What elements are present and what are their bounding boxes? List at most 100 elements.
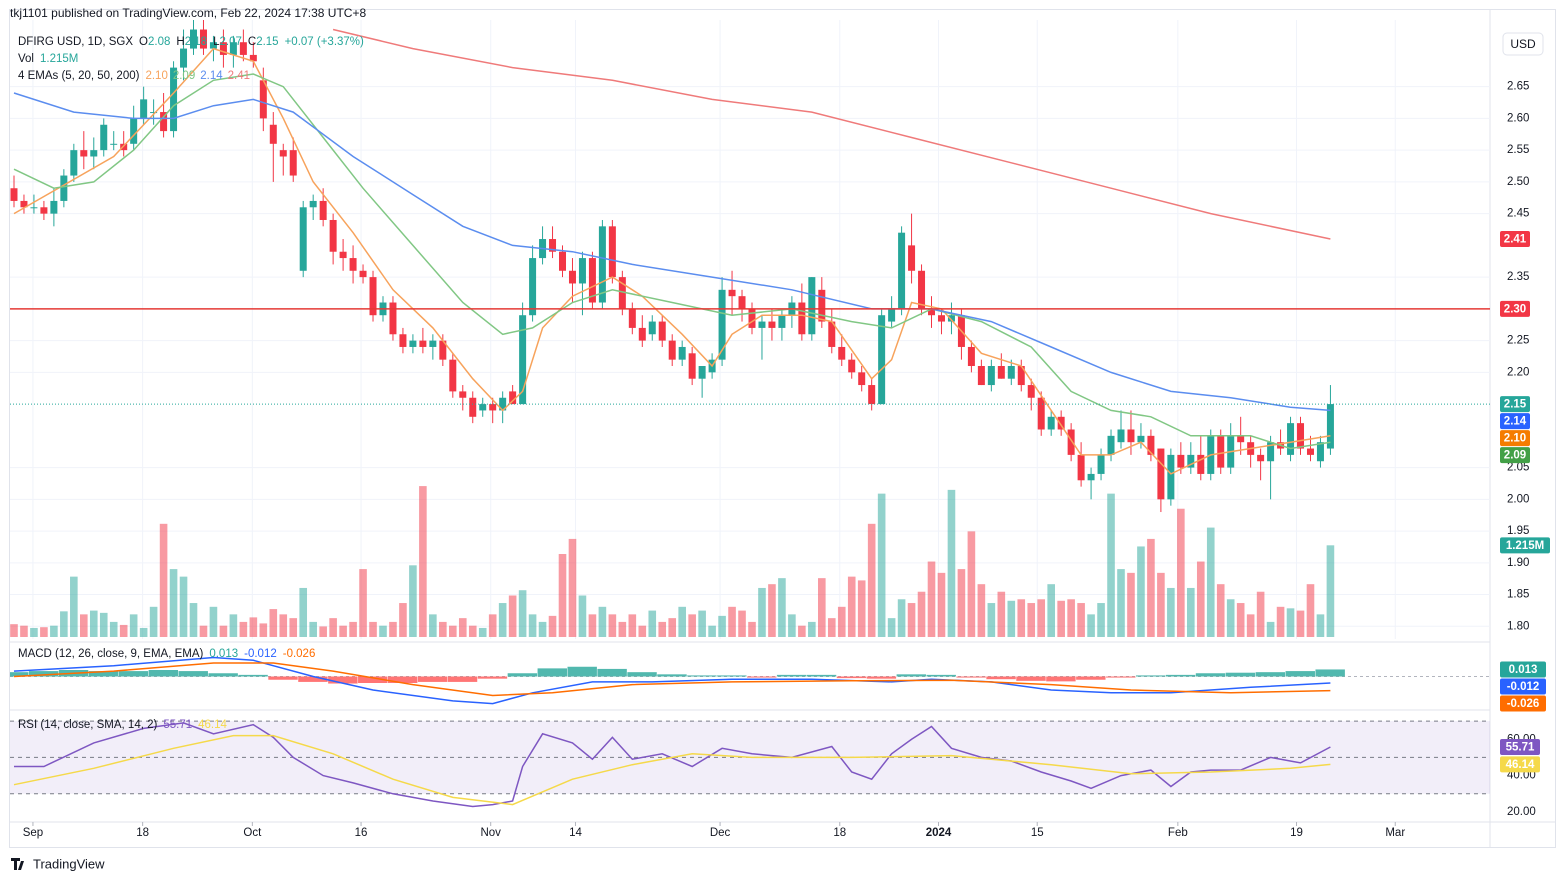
candle-body — [977, 366, 985, 386]
volume-bar — [698, 610, 706, 637]
candle-body — [459, 391, 467, 398]
candle-body — [399, 334, 407, 347]
frame — [9, 9, 1556, 848]
axis-badge-label: 2.41 — [1504, 234, 1527, 246]
currency-button[interactable] — [1502, 32, 1544, 56]
volume-bar — [867, 523, 876, 637]
candle-body — [578, 258, 586, 284]
macd-histogram-bar — [1315, 669, 1345, 677]
ema-legend-value: 2.09 — [173, 70, 195, 82]
volume-bar — [907, 603, 916, 637]
candle-body — [1187, 454, 1195, 468]
candle-body — [1057, 416, 1065, 430]
volume-bar — [1226, 599, 1235, 637]
candle-body — [638, 327, 646, 341]
macd-histogram-bar — [178, 671, 208, 677]
ohlc-value: 2.15 — [256, 36, 278, 48]
candle-body — [60, 175, 68, 201]
volume-bar — [1216, 584, 1225, 637]
volume-bar — [778, 578, 786, 637]
candle-body — [1017, 366, 1025, 386]
ohlc-key: O — [139, 36, 148, 48]
axis-badge-label: 1.215M — [1506, 540, 1544, 552]
candle-body — [568, 270, 576, 284]
volume-bar — [1097, 603, 1105, 637]
y-tick-label: 2.65 — [1507, 81, 1529, 93]
candle-body — [1157, 448, 1165, 500]
volume-bar — [129, 614, 138, 637]
candle-body — [1287, 423, 1295, 455]
y-tick-label: 2.25 — [1507, 335, 1529, 347]
candle-body — [429, 340, 437, 347]
candle-body — [259, 80, 267, 119]
candle-body — [449, 359, 457, 392]
axis-badge-label: 2.30 — [1504, 303, 1526, 315]
volume-bar — [1256, 591, 1265, 637]
candle-body — [908, 245, 916, 271]
volume-bar — [1177, 508, 1185, 637]
footer-brand: TradingView — [33, 856, 105, 871]
volume-bar — [349, 621, 357, 637]
volume-bar — [89, 610, 98, 637]
volume-bar — [329, 618, 337, 637]
macd-histogram-bar — [717, 675, 747, 677]
y-tick-label: 1.95 — [1507, 525, 1529, 537]
currency[interactable]: USD — [1510, 37, 1536, 51]
volume-bar — [668, 618, 677, 637]
candle-body — [50, 200, 58, 214]
candle-body — [808, 277, 816, 335]
volume-bar — [439, 621, 447, 637]
candle-body — [40, 207, 48, 214]
candle-body — [698, 366, 706, 379]
axis-badge-label: 2.10 — [1504, 433, 1526, 445]
macd-histogram-bar — [238, 674, 268, 677]
candle-body — [419, 340, 427, 347]
candle-body — [888, 308, 896, 322]
candle-body — [728, 289, 736, 297]
volume-bar — [618, 621, 627, 637]
volume-bar — [1206, 527, 1215, 637]
indicator-line — [13, 662, 1331, 697]
axis-badge — [1500, 756, 1540, 773]
volume-bar — [199, 625, 208, 637]
candle-body — [868, 385, 876, 405]
candle-body — [1297, 423, 1305, 449]
y-tick-label: 2.45 — [1507, 208, 1529, 220]
axis-badge — [1500, 430, 1530, 447]
axis-badge — [1500, 413, 1530, 430]
macd-histogram-bar — [1165, 674, 1196, 677]
candle-body — [1127, 429, 1135, 443]
volume-bar — [1027, 603, 1036, 637]
macd-histogram-bar — [926, 674, 956, 677]
volume-bar — [109, 621, 118, 637]
volume-bar — [718, 615, 726, 637]
volume-bar — [758, 587, 766, 637]
axis-badge-label: -0.012 — [1507, 681, 1540, 693]
y-tick-label: 40.00 — [1507, 770, 1536, 782]
volume-bar — [538, 621, 547, 637]
macd-histogram-bar — [866, 676, 897, 679]
macd-histogram-bar — [10, 672, 29, 677]
volume-bar — [449, 625, 457, 637]
candle-body — [90, 150, 98, 157]
macd-histogram-bar — [148, 670, 179, 677]
x-tick-label: Mar — [1385, 827, 1405, 839]
y-tick-label: 1.85 — [1507, 589, 1529, 601]
axis-badge-label: -0.026 — [1507, 698, 1540, 710]
x-tick-label: Oct — [243, 827, 262, 839]
x-tick-label: 18 — [833, 827, 846, 839]
volume-bar — [1087, 614, 1095, 637]
macd-histogram-bar — [747, 676, 777, 678]
candle-body — [1167, 454, 1175, 500]
volume-bar — [309, 621, 317, 637]
candle-body — [369, 277, 377, 316]
volume-bar — [748, 621, 756, 637]
candle-body — [1117, 429, 1125, 443]
volume-bar — [808, 621, 816, 637]
volume-bar — [259, 623, 268, 637]
volume-bar — [688, 614, 696, 637]
publisher: tkj1101 published on TradingView.com, Fe… — [10, 6, 366, 20]
volume-bar — [1187, 587, 1195, 637]
macd-histogram-bar — [657, 674, 687, 677]
